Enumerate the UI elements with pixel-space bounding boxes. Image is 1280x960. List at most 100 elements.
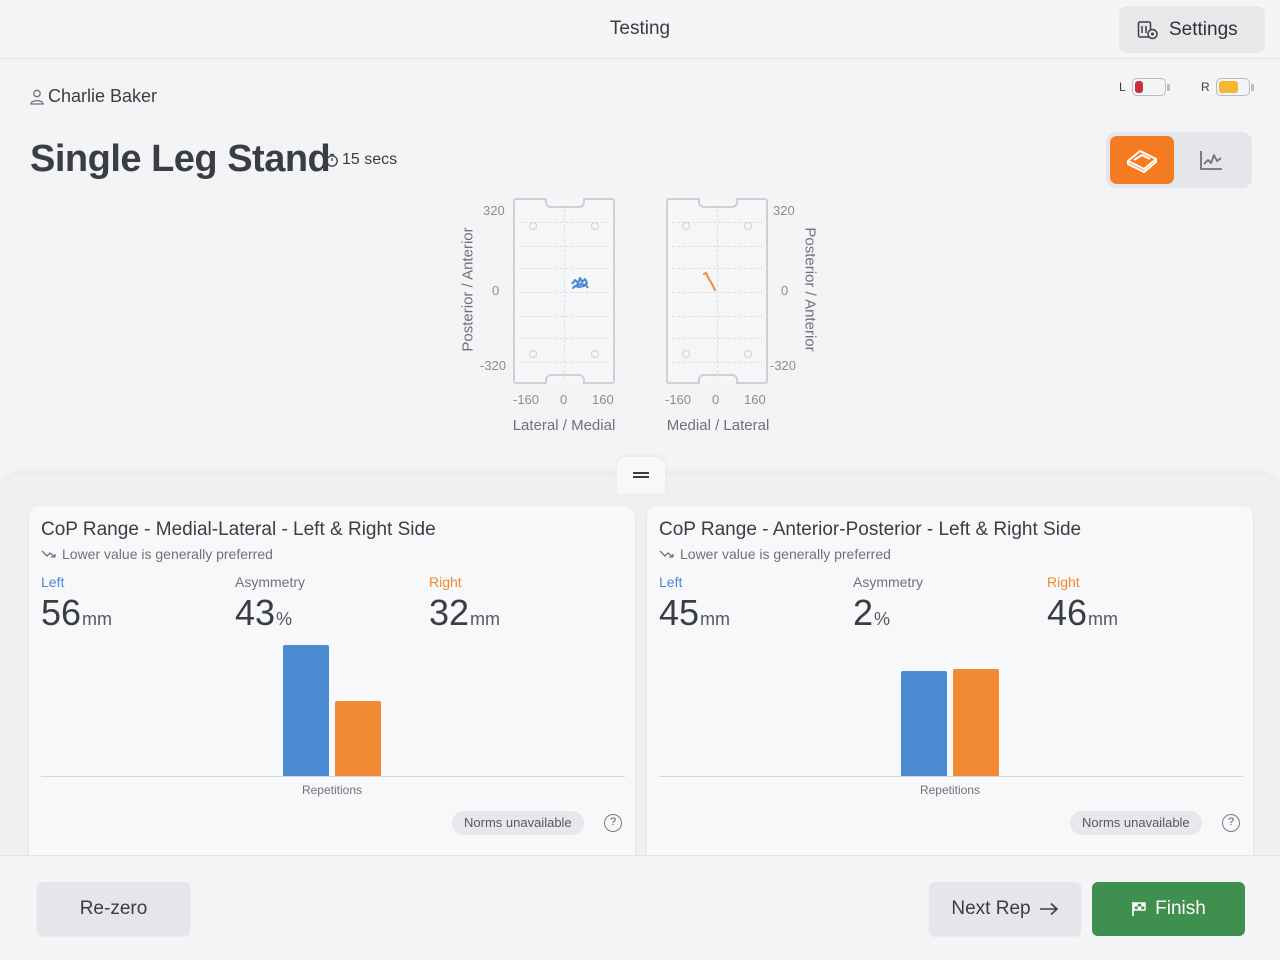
norms-badge: Norms unavailable: [452, 811, 584, 835]
norms-badge: Norms unavailable: [1070, 811, 1202, 835]
right-battery-label: R: [1201, 80, 1210, 94]
right-metric-label: Right: [1047, 574, 1080, 590]
plate-screw: [591, 222, 599, 230]
plate-view-button[interactable]: [1110, 136, 1174, 184]
card-title: CoP Range - Anterior-Posterior - Left & …: [659, 519, 1082, 540]
left-metric: Left 45mm: [659, 574, 730, 634]
help-icon[interactable]: ?: [1222, 814, 1240, 832]
graph-view-button[interactable]: [1174, 136, 1248, 184]
right-metric-label: Right: [429, 574, 462, 590]
plate-notch: [698, 374, 738, 384]
left-metric-value: 45: [659, 592, 700, 633]
plate-screw: [591, 350, 599, 358]
left-plate-x-tick-right: 160: [592, 392, 614, 407]
right-plate-x-tick-mid: 0: [712, 392, 720, 407]
asymmetry-unit: %: [874, 609, 891, 629]
next-rep-button[interactable]: Next Rep: [929, 882, 1081, 936]
user-icon: [30, 89, 44, 105]
plate-center-line: [564, 204, 565, 378]
settings-label: Settings: [1169, 18, 1238, 40]
chart-baseline: [659, 776, 1243, 777]
plate-notch: [545, 374, 585, 384]
left-cop-trace: [571, 277, 589, 289]
left-plate-x-tick-mid: 0: [560, 392, 568, 407]
left-plate-x-tick-left: -160: [513, 392, 540, 407]
plate-view-icon: [1127, 150, 1157, 173]
user-name: Charlie Baker: [30, 86, 157, 107]
right-plate-y-tick-bottom: -320: [770, 358, 797, 373]
rezero-label: Re-zero: [79, 898, 148, 919]
page-title: Testing: [609, 18, 671, 39]
plate-screw: [529, 350, 537, 358]
right-bar: [335, 701, 381, 776]
right-metric: Right 46mm: [1047, 574, 1118, 634]
test-name: Single Leg Stand: [30, 138, 331, 180]
card-subtitle-text: Lower value is generally preferred: [62, 546, 273, 562]
right-metric-value: 46: [1047, 592, 1088, 633]
next-rep-label: Next Rep: [951, 898, 1031, 919]
right-metric-value: 32: [429, 592, 470, 633]
right-plate-x-tick-left: -160: [665, 392, 692, 407]
right-battery-indicator: R: [1201, 78, 1254, 96]
card-subtitle-text: Lower value is generally preferred: [680, 546, 891, 562]
help-icon[interactable]: ?: [604, 814, 622, 832]
right-bar: [953, 668, 999, 776]
right-metric: Right 32mm: [429, 574, 500, 634]
left-plate-y-tick-mid: 0: [492, 283, 500, 298]
left-plate-x-axis-title: Lateral / Medial: [512, 417, 616, 434]
finish-button[interactable]: Finish: [1092, 882, 1245, 936]
left-metric-unit: mm: [82, 609, 113, 629]
asymmetry-value: 2: [853, 592, 874, 633]
drag-handle-icon: [633, 472, 649, 478]
left-battery-fill: [1134, 81, 1144, 93]
plate-notch: [545, 198, 585, 208]
trend-down-icon: [41, 550, 56, 558]
card-subtitle: Lower value is generally preferred: [41, 546, 273, 562]
footer-bar: [0, 855, 1280, 960]
trend-down-icon: [659, 550, 674, 558]
left-metric-unit: mm: [700, 609, 731, 629]
right-metric-unit: mm: [470, 609, 501, 629]
view-toggle: [1106, 132, 1252, 188]
left-bar: [283, 645, 329, 776]
left-battery-indicator: L: [1119, 78, 1170, 96]
left-metric-label: Left: [41, 574, 65, 590]
left-metric-value: 56: [41, 592, 82, 633]
rezero-button[interactable]: Re-zero: [37, 882, 190, 936]
right-plate-y-axis-title: Posterior / Anterior: [801, 227, 819, 352]
left-bar: [901, 671, 947, 776]
chart-x-label: Repetitions: [301, 783, 363, 797]
plate-screw: [682, 222, 690, 230]
plate-notch: [698, 198, 738, 208]
plate-screw: [744, 350, 752, 358]
asymmetry-label: Asymmetry: [853, 574, 923, 590]
right-force-plate: [666, 198, 768, 384]
battery-icon: [1215, 78, 1254, 96]
settings-button[interactable]: Settings: [1119, 6, 1265, 53]
battery-icon: [1131, 78, 1170, 96]
card-title: CoP Range - Medial-Lateral - Left & Righ…: [41, 519, 436, 540]
ap-range-card: CoP Range - Anterior-Posterior - Left & …: [647, 506, 1253, 866]
asymmetry-value: 43: [235, 592, 276, 633]
plate-screw: [744, 222, 752, 230]
chart-x-label: Repetitions: [919, 783, 981, 797]
left-metric: Left 56mm: [41, 574, 112, 634]
sheet-drag-handle[interactable]: [617, 457, 665, 493]
chart-baseline: [41, 776, 625, 777]
flag-icon: [1132, 902, 1146, 916]
right-plate-y-tick-mid: 0: [781, 283, 789, 298]
graph-view-icon: [1200, 151, 1222, 170]
left-battery-label: L: [1119, 80, 1126, 94]
test-duration: 15 secs: [325, 151, 397, 169]
left-plate-y-axis-title: Posterior / Anterior: [459, 227, 477, 352]
card-subtitle: Lower value is generally preferred: [659, 546, 891, 562]
right-cop-trace: [703, 271, 716, 291]
left-metric-label: Left: [659, 574, 683, 590]
ml-range-card: CoP Range - Medial-Lateral - Left & Righ…: [29, 506, 635, 866]
right-plate-y-tick-top: 320: [773, 203, 795, 218]
asymmetry-unit: %: [276, 609, 293, 629]
plate-center-line: [717, 204, 718, 378]
right-plate-x-tick-right: 160: [744, 392, 766, 407]
asymmetry-metric: Asymmetry 2%: [853, 574, 923, 634]
top-bar: Testing Settings: [0, 0, 1280, 59]
